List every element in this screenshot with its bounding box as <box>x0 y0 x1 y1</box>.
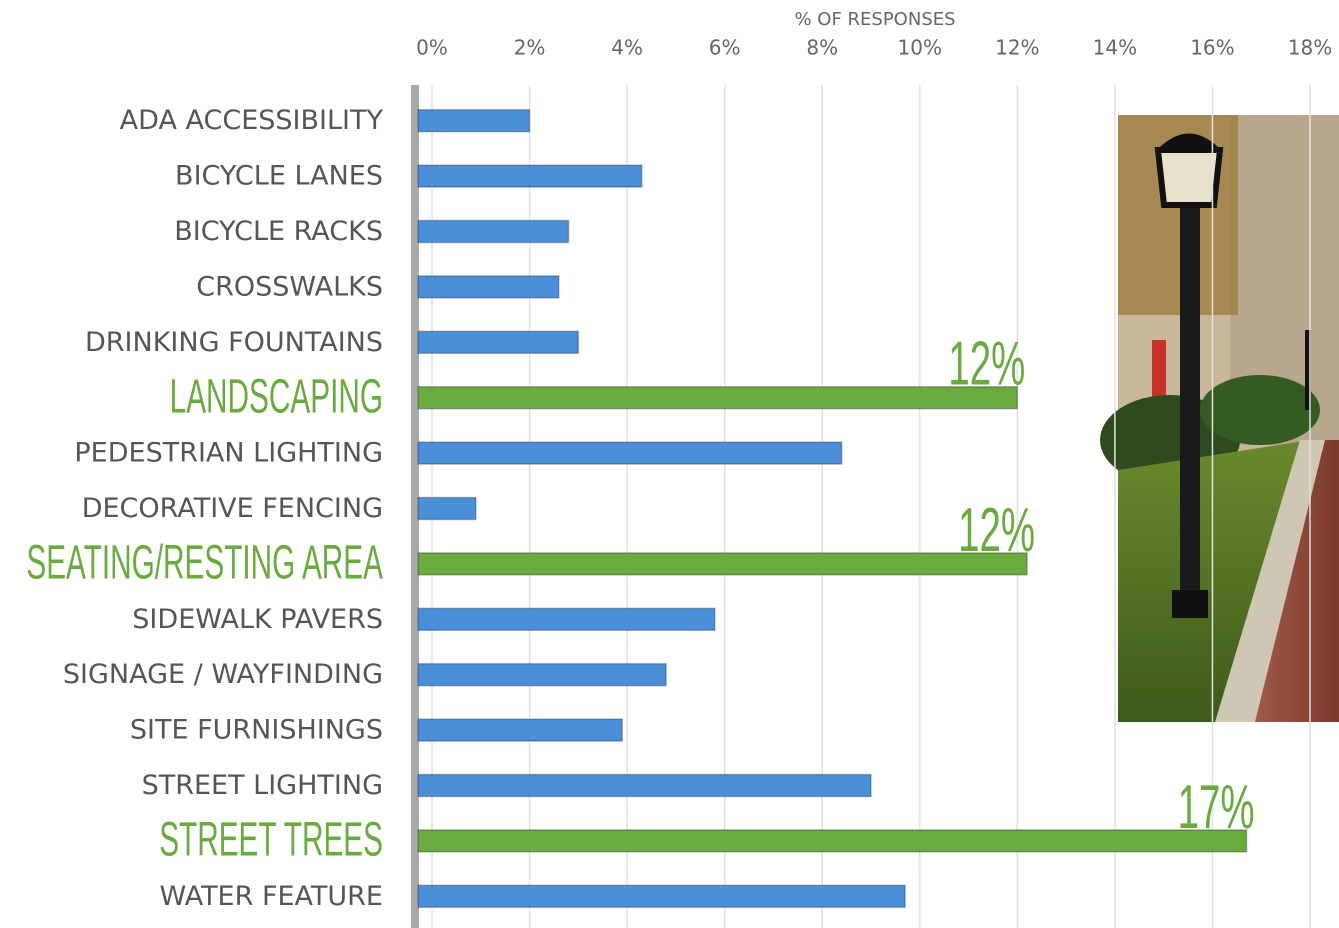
value-label: 12% <box>948 330 1025 399</box>
marks <box>417 108 1248 909</box>
x-tick-label: 18% <box>1288 36 1332 60</box>
category-label: BICYCLE LANES <box>175 161 383 192</box>
photo-path <box>1255 440 1339 722</box>
bar <box>417 330 580 355</box>
category-label: BICYCLE RACKS <box>174 216 383 247</box>
photo-curb <box>1215 440 1325 722</box>
x-tick-label: 16% <box>1190 36 1234 60</box>
photo <box>1100 115 1339 722</box>
photo-lamp-post <box>1305 330 1311 410</box>
bar <box>417 829 1248 853</box>
x-tick-label: 4% <box>611 36 643 60</box>
photo-lamp-head <box>1154 147 1224 208</box>
bar <box>417 718 623 742</box>
category-label: DECORATIVE FENCING <box>82 493 383 524</box>
photo-lawn <box>1118 440 1310 722</box>
x-tick-label: 6% <box>709 36 741 60</box>
category-label: SEATING/RESTING AREA <box>26 537 383 590</box>
bar <box>417 773 872 798</box>
x-tick-label: 8% <box>806 36 838 60</box>
bar <box>417 219 570 244</box>
photo-hedge <box>1200 375 1320 445</box>
category-label: SITE FURNISHINGS <box>130 715 383 746</box>
category-label: PEDESTRIAN LIGHTING <box>74 438 383 469</box>
bar <box>417 607 716 632</box>
value-label: 12% <box>958 496 1035 565</box>
photo-lamp-base <box>1172 590 1208 618</box>
category-label: WATER FEATURE <box>159 881 383 912</box>
bar <box>417 164 643 188</box>
bar <box>417 884 906 909</box>
x-tick-label: 2% <box>514 36 546 60</box>
bar <box>417 496 477 521</box>
category-label: STREET LIGHTING <box>142 770 383 801</box>
category-label: STREET TREES <box>159 814 383 867</box>
category-label: DRINKING FOUNTAINS <box>85 327 383 358</box>
axis-wall <box>411 85 419 928</box>
bar <box>417 441 843 465</box>
bar <box>417 275 560 299</box>
bar <box>417 108 531 133</box>
category-label: SIGNAGE / WAYFINDING <box>63 659 383 690</box>
bar <box>417 385 1019 410</box>
photo-lamp-post <box>1180 200 1200 615</box>
bar <box>417 662 667 687</box>
category-label: LANDSCAPING <box>170 370 383 423</box>
x-tick-label: 0% <box>416 36 448 60</box>
photo-banner <box>1152 340 1166 405</box>
bar <box>417 552 1028 576</box>
category-label: ADA ACCESSIBILITY <box>120 105 384 136</box>
value-label: 17% <box>1178 773 1255 842</box>
x-axis-title: % OF RESPONSES <box>794 9 955 30</box>
category-label: SIDEWALK PAVERS <box>132 604 383 635</box>
photo-lamp-cap <box>1155 133 1223 152</box>
x-tick-label: 10% <box>898 36 942 60</box>
category-label: CROSSWALKS <box>196 271 383 302</box>
x-tick-label: 14% <box>1093 36 1137 60</box>
x-tick-label: 12% <box>995 36 1039 60</box>
